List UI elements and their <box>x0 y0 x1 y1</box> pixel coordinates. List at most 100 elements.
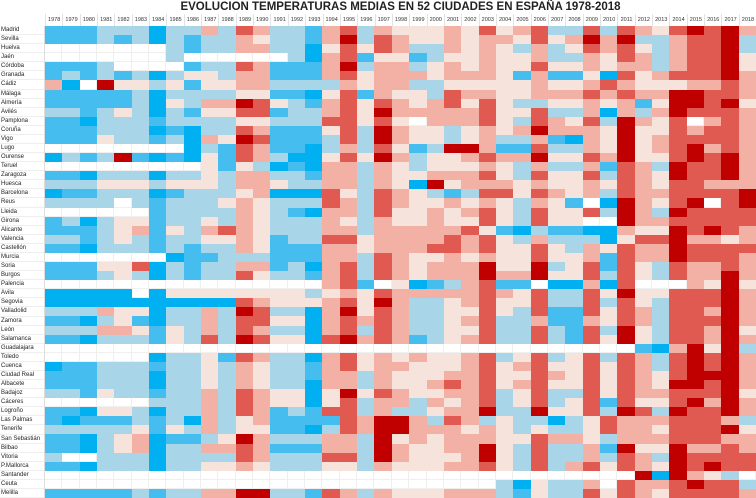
heatmap-cell <box>114 280 132 290</box>
heatmap-cell <box>565 44 583 54</box>
heatmap-cell <box>253 53 271 63</box>
heatmap-cell <box>686 425 704 435</box>
heatmap-cell <box>426 116 444 126</box>
city-label: Lugo <box>0 144 44 154</box>
heatmap-cell <box>703 144 722 154</box>
heatmap-cell <box>201 271 219 281</box>
heatmap-cell <box>45 98 63 108</box>
heatmap-cell <box>79 280 98 290</box>
heatmap-cell <box>79 53 98 63</box>
heatmap-cell <box>478 53 496 63</box>
heatmap-cell <box>478 361 496 371</box>
heatmap-cell <box>582 334 600 344</box>
heatmap-cell <box>45 434 63 444</box>
heatmap-cell <box>322 125 340 135</box>
heatmap-cell <box>201 243 219 253</box>
heatmap-cell <box>669 62 687 72</box>
heatmap-cell <box>634 488 652 498</box>
heatmap-cell <box>201 425 219 435</box>
heatmap-cell <box>391 89 410 99</box>
heatmap-cell <box>114 488 132 498</box>
heatmap-cell <box>495 234 514 244</box>
heatmap-cell <box>461 189 479 199</box>
heatmap-cell <box>599 134 618 144</box>
heatmap-cell <box>253 62 271 72</box>
heatmap-cell <box>62 234 80 244</box>
heatmap-cell <box>253 125 271 135</box>
heatmap-cell <box>686 470 704 480</box>
heatmap-cell <box>322 62 340 72</box>
city-label: Barcelona <box>0 189 44 199</box>
heatmap-cell <box>79 125 98 135</box>
heatmap-cell <box>235 80 254 90</box>
heatmap-cell <box>513 243 531 253</box>
heatmap-cell <box>391 153 410 163</box>
heatmap-cell <box>374 452 392 462</box>
heatmap-cell <box>339 343 358 353</box>
heatmap-cell <box>721 98 739 108</box>
year-label: 1995 <box>339 14 357 26</box>
heatmap-cell <box>582 479 600 489</box>
year-label: 1989 <box>235 14 253 26</box>
heatmap-cell <box>253 398 271 408</box>
heatmap-cell <box>253 298 271 308</box>
heatmap-cell <box>183 162 202 172</box>
heatmap-cell <box>495 407 514 417</box>
heatmap-cell <box>357 425 375 435</box>
heatmap-cell <box>409 298 427 308</box>
heatmap-cell <box>738 180 756 190</box>
heatmap-cell <box>703 289 722 299</box>
heatmap-cell <box>426 361 444 371</box>
heatmap-cell <box>495 470 514 480</box>
heatmap-cell <box>721 280 739 290</box>
heatmap-cell <box>426 316 444 326</box>
heatmap-cell <box>513 389 531 399</box>
heatmap-cell <box>582 452 600 462</box>
city-label: Sevilla <box>0 35 44 45</box>
heatmap-cell <box>357 389 375 399</box>
heatmap-cell <box>322 280 340 290</box>
heatmap-cell <box>547 62 566 72</box>
heatmap-cell <box>703 216 722 226</box>
heatmap-cell <box>97 107 115 117</box>
heatmap-cell <box>703 298 722 308</box>
heatmap-cell <box>669 262 687 272</box>
heatmap-cell <box>617 334 635 344</box>
heatmap-cell <box>495 280 514 290</box>
heatmap-cell <box>79 144 98 154</box>
heatmap-cell <box>461 35 479 45</box>
heatmap-cell <box>409 62 427 72</box>
heatmap-cell <box>530 298 548 308</box>
heatmap-cell <box>374 280 392 290</box>
heatmap-cell <box>461 162 479 172</box>
heatmap-cell <box>617 44 635 54</box>
heatmap-cell <box>305 44 323 54</box>
heatmap-cell <box>391 171 410 181</box>
heatmap-cell <box>738 198 756 208</box>
heatmap-cell <box>62 425 80 435</box>
heatmap-cell <box>45 289 63 299</box>
heatmap-cell <box>305 443 323 453</box>
heatmap-cell <box>339 89 358 99</box>
heatmap-cell <box>305 53 323 63</box>
heatmap-cell <box>253 134 271 144</box>
heatmap-cell <box>686 26 704 36</box>
city-label: Córdoba <box>0 62 44 72</box>
heatmap-cell <box>443 443 462 453</box>
heatmap-cell <box>114 380 132 390</box>
heatmap-cell <box>79 470 98 480</box>
heatmap-cell <box>235 298 254 308</box>
heatmap-cell <box>235 361 254 371</box>
heatmap-cell <box>166 352 184 362</box>
heatmap-cell <box>391 35 410 45</box>
heatmap-cell <box>669 216 687 226</box>
heatmap-cell <box>339 189 358 199</box>
heatmap-cell <box>738 380 756 390</box>
heatmap-cell <box>738 343 756 353</box>
heatmap-cell <box>651 180 670 190</box>
heatmap-cell <box>374 380 392 390</box>
heatmap-cell <box>201 225 219 235</box>
heatmap-cell <box>443 271 462 281</box>
city-label: Valladolid <box>0 307 44 317</box>
heatmap-cell <box>270 62 288 72</box>
